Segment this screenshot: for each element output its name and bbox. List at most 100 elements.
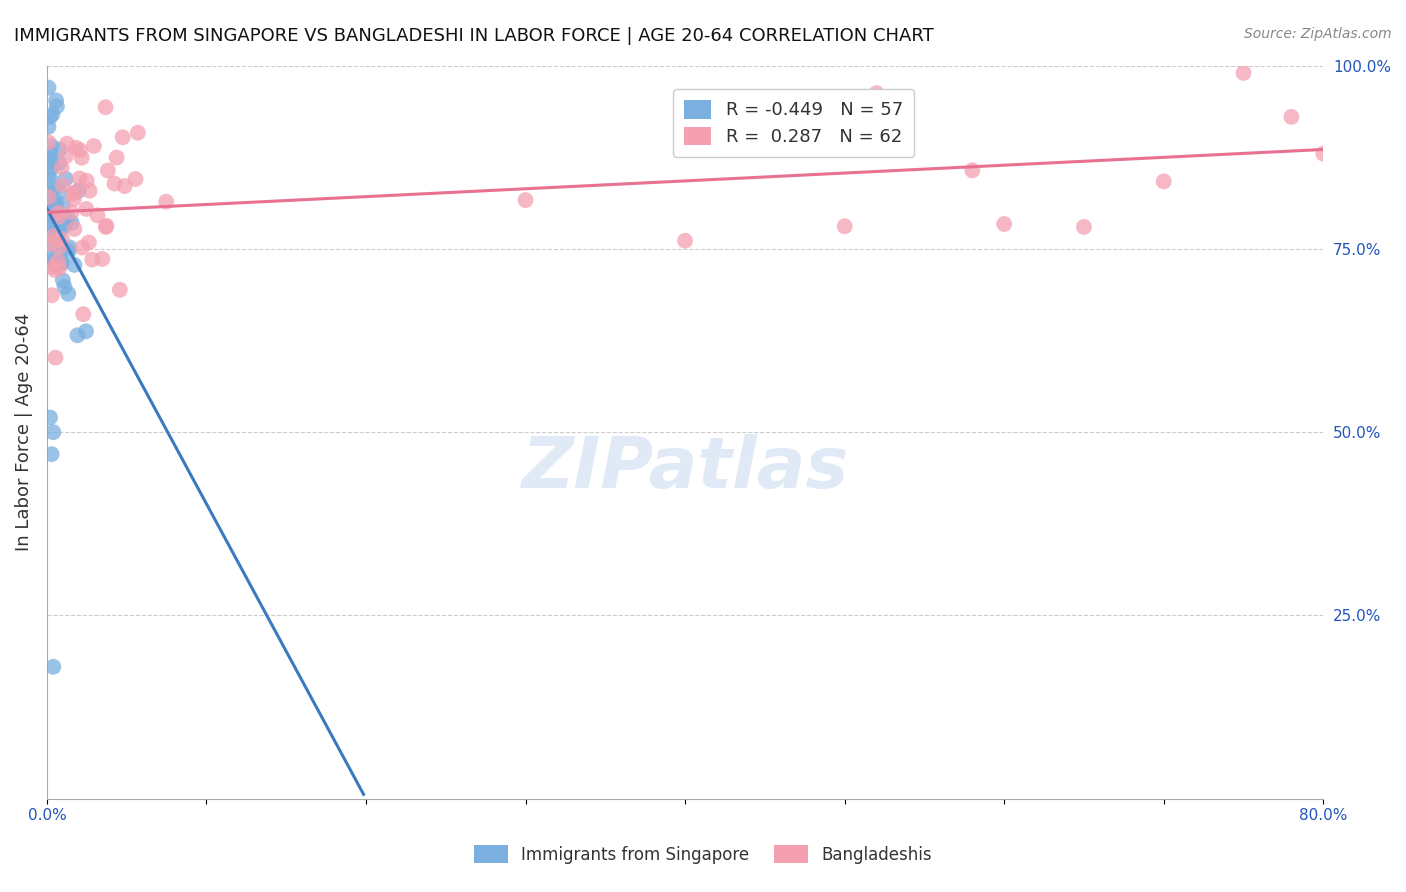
Point [65,141,87,155]
Point [127,126,149,140]
Point [41,218,63,232]
Point [38,167,60,181]
Point [834,219,856,234]
Point [77,235,100,250]
Point [37,252,59,267]
Point [51,255,73,269]
Point [48,247,70,261]
Point [72,241,94,255]
Point [37,80,59,95]
Point [44,263,66,277]
Legend: R = -0.449   N = 57, R =  0.287   N = 62: R = -0.449 N = 57, R = 0.287 N = 62 [673,89,914,157]
Point [52,273,75,287]
Point [63,258,86,272]
Point [60,216,83,230]
Point [53,280,76,294]
Point [79,184,101,198]
Point [55,149,77,163]
Point [53,215,76,229]
Point [1312,146,1334,161]
Point [53,218,76,232]
Point [103,177,125,191]
Point [38,208,60,222]
Point [96,219,118,233]
Point [38,254,60,268]
Point [37,120,59,134]
Point [44,351,66,365]
Point [51,232,73,246]
Point [76,174,98,188]
Point [105,151,128,165]
Point [82,252,104,267]
Point [66,328,89,343]
Point [83,139,105,153]
Point [41,212,63,227]
Point [45,194,67,209]
Point [962,163,984,178]
Point [114,179,136,194]
Point [58,244,80,258]
Point [42,425,65,440]
Point [56,136,79,151]
Point [48,240,70,254]
Point [70,151,93,165]
Point [91,252,114,266]
Point [865,86,887,100]
Point [673,234,696,248]
Point [44,180,66,194]
Text: IMMIGRANTS FROM SINGAPORE VS BANGLADESHI IN LABOR FORCE | AGE 20-64 CORRELATION : IMMIGRANTS FROM SINGAPORE VS BANGLADESHI… [14,27,934,45]
Point [52,198,75,212]
Point [63,192,86,206]
Point [37,154,59,169]
Point [67,171,90,186]
Point [75,324,97,338]
Point [515,193,537,207]
Point [42,229,65,244]
Point [111,130,134,145]
Point [67,184,90,198]
Point [94,100,117,114]
Text: Source: ZipAtlas.com: Source: ZipAtlas.com [1244,27,1392,41]
Point [1232,66,1254,80]
Point [51,256,73,270]
Point [41,161,63,175]
Point [45,94,67,108]
Point [44,257,66,271]
Point [38,205,60,219]
Point [48,210,70,224]
Point [45,99,67,113]
Point [39,410,62,425]
Point [45,227,67,241]
Y-axis label: In Labor Force | Age 20-64: In Labor Force | Age 20-64 [15,313,32,551]
Point [1073,219,1095,234]
Point [86,208,108,222]
Point [37,136,59,150]
Point [39,147,62,161]
Point [48,212,70,227]
Point [38,237,60,252]
Point [46,254,69,268]
Point [75,202,97,216]
Point [124,172,146,186]
Point [48,156,70,170]
Point [754,142,776,156]
Legend: Immigrants from Singapore, Bangladeshis: Immigrants from Singapore, Bangladeshis [468,838,938,871]
Point [155,194,177,209]
Point [58,286,80,301]
Point [58,240,80,254]
Point [41,139,63,153]
Point [41,238,63,252]
Point [39,153,62,168]
Point [41,107,63,121]
Point [48,205,70,219]
Point [993,217,1015,231]
Point [55,171,77,186]
Point [42,660,65,674]
Point [51,161,73,175]
Point [1153,174,1175,188]
Point [48,143,70,157]
Point [45,200,67,214]
Point [39,174,62,188]
Text: ZIPatlas: ZIPatlas [522,434,849,503]
Point [63,222,86,236]
